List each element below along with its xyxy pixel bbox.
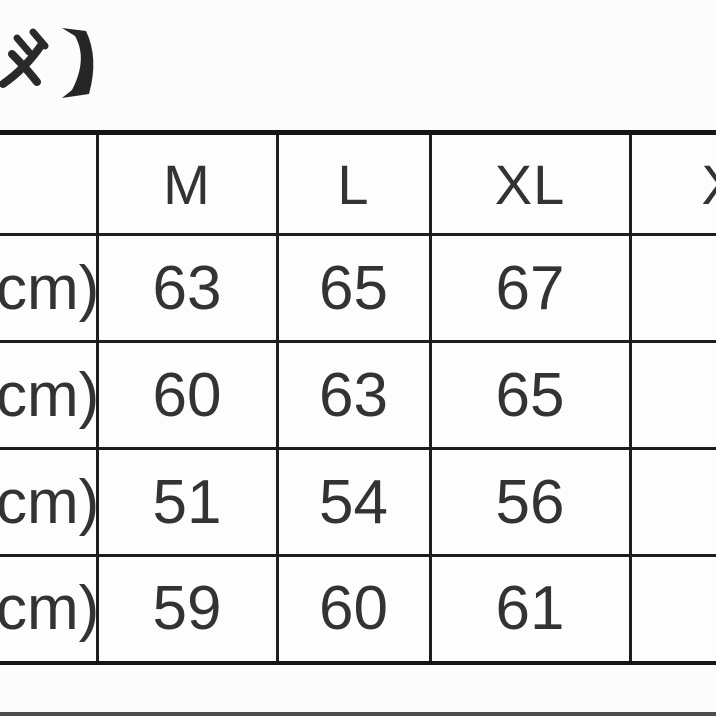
row-label-cm: cm) (0, 360, 100, 430)
size-value-cell: 63 (275, 340, 432, 450)
size-value-cell-cropped (628, 340, 716, 450)
size-value-cell: 56 (428, 447, 632, 557)
size-value-cell-cropped (628, 554, 716, 664)
size-value-cell: 65 (428, 340, 632, 450)
header-empty-cell (0, 131, 99, 236)
row-label-cell: cm) (0, 340, 100, 450)
table-row: cm) 63 65 67 (0, 233, 716, 343)
size-value-cell-cropped (628, 233, 716, 343)
kana-stroke (8, 50, 41, 86)
column-header-xl: XL (428, 131, 632, 236)
row-label-cm: cm) (0, 253, 100, 323)
page-title-partial-text (0, 28, 94, 98)
table-row: cm) 51 54 56 (0, 447, 716, 557)
bottom-divider-bar (0, 712, 716, 716)
size-value-cell: 51 (95, 447, 279, 557)
table-row: cm) 59 60 61 (0, 554, 716, 664)
header-row: M L XL X (0, 131, 716, 236)
size-value-cell: 61 (428, 554, 632, 664)
row-label-cell: cm) (0, 447, 100, 557)
row-label-cell: cm) (0, 233, 100, 343)
row-label-cm: cm) (0, 574, 100, 644)
column-header-l: L (275, 131, 432, 236)
row-label-cm: cm) (0, 467, 100, 537)
size-chart-table: M L XL X cm) 63 65 67 cm) 60 63 65 cm) (0, 130, 716, 665)
closing-bracket-glyph (62, 28, 94, 98)
column-header-m: M (95, 131, 279, 236)
size-value-cell: 67 (428, 233, 632, 343)
size-value-cell: 63 (95, 233, 279, 343)
row-label-cell: cm) (0, 554, 100, 664)
size-value-cell: 59 (95, 554, 279, 664)
dakuten-tick (13, 34, 33, 56)
size-value-cell-cropped (628, 447, 716, 557)
table-row: cm) 60 63 65 (0, 340, 716, 450)
size-value-cell: 60 (95, 340, 279, 450)
size-value-cell: 60 (275, 554, 432, 664)
column-header-xxl-partial: X (628, 131, 716, 236)
size-value-cell: 54 (275, 447, 432, 557)
size-value-cell: 65 (275, 233, 432, 343)
